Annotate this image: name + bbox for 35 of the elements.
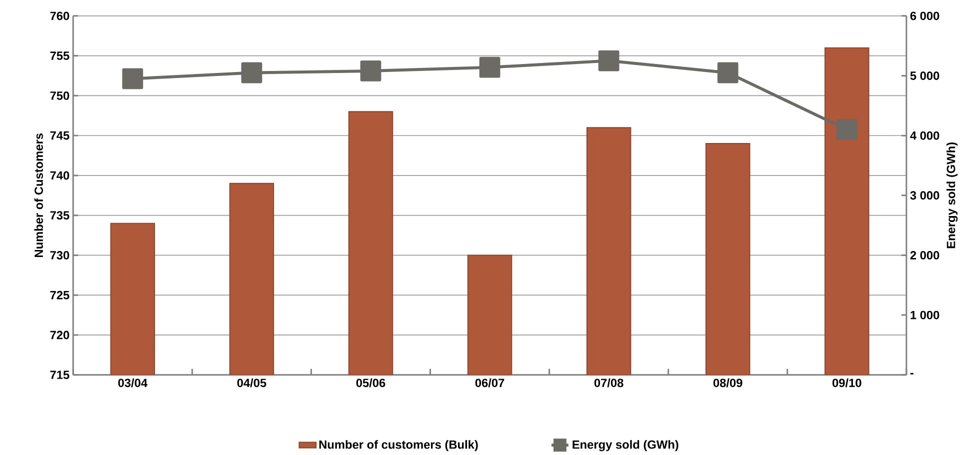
y2-tick-label: 3 000 bbox=[910, 190, 940, 200]
y2-tick-label: 1 000 bbox=[910, 310, 940, 320]
point bbox=[479, 56, 500, 78]
y2-tick-label: 2 000 bbox=[910, 250, 940, 260]
legend-label: Number of customers (Bulk) bbox=[319, 440, 478, 451]
y2-tick-label: 5 000 bbox=[910, 71, 940, 80]
y2-tick-label: - bbox=[910, 372, 914, 374]
point bbox=[598, 50, 620, 72]
x-tick-label: 06/07 bbox=[475, 378, 504, 388]
y-tick-label: 745 bbox=[50, 131, 70, 140]
y-tick-label: 740 bbox=[50, 171, 70, 180]
point bbox=[836, 118, 858, 140]
y2-tick-label: 6 000 bbox=[910, 12, 940, 20]
y-tick-label: 750 bbox=[50, 91, 70, 100]
y-tick-label: 725 bbox=[50, 290, 70, 300]
x-tick-label: 03/04 bbox=[118, 378, 148, 388]
legend-label: Energy sold (GWh) bbox=[572, 440, 678, 451]
point bbox=[360, 60, 382, 82]
y-tick-label: 735 bbox=[50, 210, 70, 220]
y-axis-title: Number of Customers bbox=[34, 133, 43, 257]
y2-tick-label: 4 000 bbox=[910, 131, 940, 140]
x-tick-label: 07/08 bbox=[594, 378, 624, 388]
y-tick-label: 730 bbox=[50, 250, 70, 260]
x-tick-label: 09/10 bbox=[832, 378, 862, 388]
y2-axis-title: Energy sold (GWh) bbox=[946, 142, 958, 248]
y-tick-label: 715 bbox=[50, 370, 70, 379]
y-tick-label: 720 bbox=[50, 330, 70, 339]
point bbox=[717, 62, 738, 83]
x-tick-label: 05/06 bbox=[356, 378, 386, 388]
y-tick-label: 760 bbox=[50, 12, 70, 20]
point bbox=[122, 68, 144, 89]
point bbox=[241, 62, 262, 83]
x-tick-label: 04/05 bbox=[237, 378, 266, 388]
y-tick-label: 755 bbox=[50, 51, 70, 60]
x-tick-label: 08/09 bbox=[713, 378, 742, 388]
